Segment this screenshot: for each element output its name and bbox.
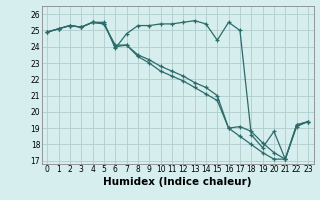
X-axis label: Humidex (Indice chaleur): Humidex (Indice chaleur) <box>103 177 252 187</box>
